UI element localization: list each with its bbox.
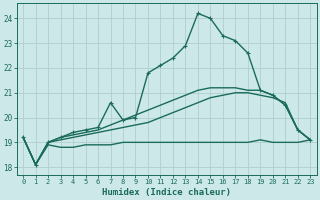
X-axis label: Humidex (Indice chaleur): Humidex (Indice chaleur) xyxy=(102,188,231,197)
